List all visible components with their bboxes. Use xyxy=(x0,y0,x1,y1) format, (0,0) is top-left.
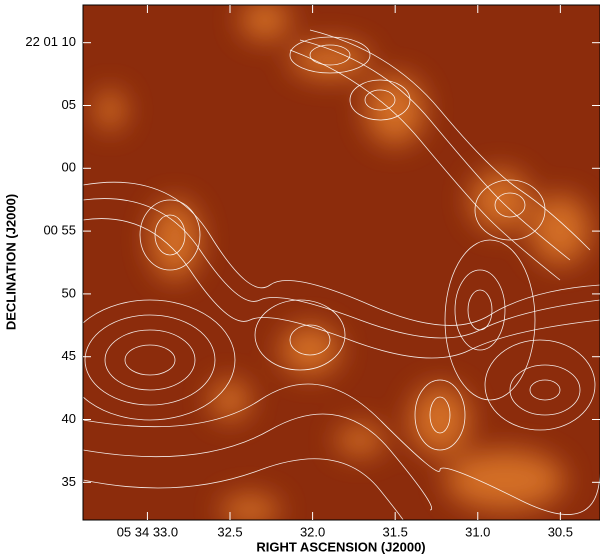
y-tick-label: 45 xyxy=(62,348,76,363)
x-axis-label: RIGHT ASCENSION (J2000) xyxy=(256,539,425,554)
x-tick-label: 05 34 33.0 xyxy=(117,524,178,539)
x-tick-label: 31.0 xyxy=(465,524,490,539)
y-tick-label: 22 01 10 xyxy=(25,34,76,49)
contours xyxy=(83,29,600,520)
y-tick-label: 00 55 xyxy=(43,223,76,238)
y-tick-label: 00 xyxy=(62,160,76,175)
x-tick-label: 30.5 xyxy=(548,524,573,539)
y-tick-label: 05 xyxy=(62,97,76,112)
plot-frame xyxy=(82,4,600,521)
y-axis-label: DECLINATION (J2000) xyxy=(3,194,18,330)
y-tick-label: 50 xyxy=(62,285,76,300)
axes: 05 34 33.0 32.5 32.0 31.5 31.0 30.5 22 01 10 05… xyxy=(25,5,600,539)
x-tick-label: 32.5 xyxy=(217,524,242,539)
y-tick-label: 40 xyxy=(62,411,76,426)
x-tick-label: 32.0 xyxy=(300,524,325,539)
x-tick-label: 31.5 xyxy=(383,524,408,539)
y-tick-label: 35 xyxy=(62,474,76,489)
image xyxy=(83,5,600,520)
